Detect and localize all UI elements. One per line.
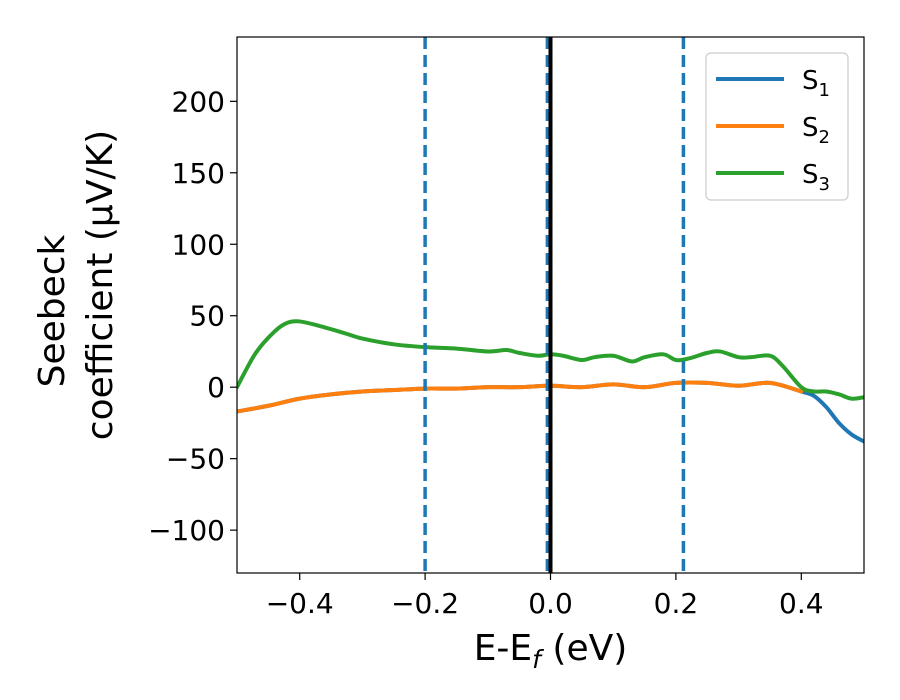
x-tick-label: −0.4 [266, 587, 334, 620]
y-tick-label: 50 [189, 300, 225, 333]
y-tick-label: −100 [148, 514, 225, 547]
y-tick-label: 200 [172, 85, 225, 118]
x-tick-label: 0.4 [779, 587, 824, 620]
axes: −0.4 −0.2 0.0 0.2 0.4 −100 −50 0 50 100 150 200 [148, 36, 865, 620]
x-tick-label: 0.2 [654, 587, 699, 620]
y-tick-label: 150 [172, 157, 225, 190]
x-axis-title-unit: (eV) [541, 628, 627, 669]
plot-area [237, 37, 864, 573]
legend-subscript: 1 [819, 80, 830, 101]
y-tick-label: 100 [172, 228, 225, 261]
axis-titles: E-Ef (eV) Seebeck coefficient (μV/K) [32, 130, 627, 674]
series-line-s3 [237, 319, 864, 401]
x-axis-title: E-Ef (eV) [474, 628, 628, 674]
x-tick-label: 0.0 [528, 587, 573, 620]
legend-subscript: 3 [819, 174, 830, 195]
y-tick-label: 0 [207, 371, 225, 404]
y-axis-title-line1: Seebeck [32, 234, 73, 387]
y-tick-label: −50 [166, 443, 225, 476]
x-tick-label: −0.2 [391, 587, 459, 620]
series-line-s2 [237, 380, 804, 414]
legend-subscript: 2 [819, 127, 830, 148]
y-axis-title-line2: coefficient (μV/K) [80, 130, 121, 440]
